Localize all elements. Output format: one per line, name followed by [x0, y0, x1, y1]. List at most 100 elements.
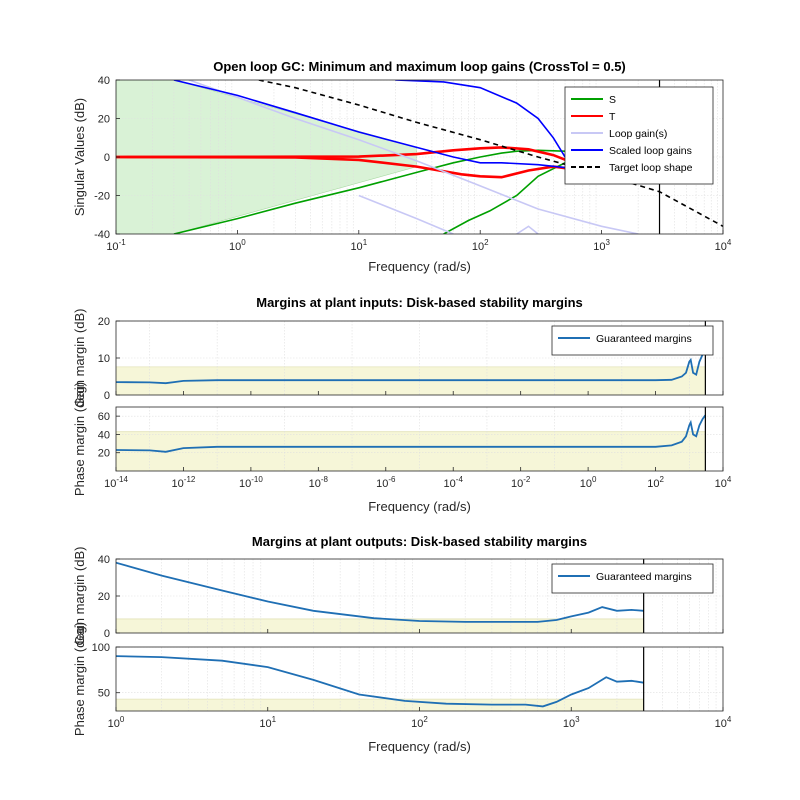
y-tick-label: 100	[92, 642, 110, 654]
x-tick-base: 10	[715, 718, 727, 730]
guaranteed-margins-line	[116, 561, 644, 623]
series-line	[358, 194, 454, 234]
x-tick-label: 10-2	[511, 475, 531, 490]
x-tick-base: 10	[309, 478, 321, 490]
x-tick-label: 103	[563, 715, 580, 730]
y-tick-label: 20	[98, 316, 110, 328]
x-axis-label: Frequency (rad/s)	[368, 259, 471, 274]
x-tick-base: 10	[350, 241, 362, 253]
x-tick-label: 10-14	[104, 475, 128, 490]
x-tick-exponent: 2	[659, 475, 664, 484]
x-tick-exponent: 1	[363, 238, 368, 247]
chart-title: Open loop GC: Minimum and maximum loop g…	[213, 59, 626, 74]
y-tick-label: 20	[98, 448, 110, 460]
x-tick-label: 104	[715, 475, 732, 490]
y-tick-label: 0	[104, 628, 110, 640]
phase-margin-panel: 10-14 10-12 10-10 10-8 10-6 10-4 10-2 100 102 104…	[72, 382, 732, 496]
x-tick-label: 102	[472, 238, 489, 253]
x-tick-exponent: 4	[727, 475, 732, 484]
x-tick-base: 10	[259, 718, 271, 730]
x-tick-label: 103	[593, 238, 610, 253]
x-tick-label: 10-12	[172, 475, 196, 490]
x-tick-label: 100	[229, 238, 246, 253]
guaranteed-margins-line	[116, 350, 707, 385]
y-axis-label: Gain margin (dB)	[72, 309, 87, 408]
legend-box	[551, 325, 714, 356]
required-margin-band	[116, 699, 644, 711]
x-tick-base: 10	[647, 478, 659, 490]
x-tick-base: 10	[715, 241, 727, 253]
y-tick-label: 0	[104, 152, 110, 164]
x-tick-exponent: 1	[272, 715, 277, 724]
y-tick-label: 40	[98, 429, 110, 441]
x-tick-label: 104	[715, 238, 732, 253]
gain-margin-panel: 0 10 20 Gain margin (dB) Guaranteed margins	[72, 309, 724, 408]
chart-title: Margins at plant outputs: Disk-based sta…	[252, 534, 587, 549]
x-tick-exponent: -10	[251, 475, 263, 484]
series-line	[516, 225, 539, 234]
x-tick-exponent: -2	[523, 475, 531, 484]
x-tick-base: 10	[444, 478, 456, 490]
x-tick-label: 101	[259, 715, 276, 730]
legend-label: S	[609, 94, 616, 106]
x-tick-exponent: -12	[184, 475, 196, 484]
legend-box	[551, 563, 714, 594]
series-line	[188, 80, 639, 234]
y-tick-label: 50	[98, 688, 110, 700]
y-axis-label: Phase margin (deg)	[72, 382, 87, 496]
x-tick-base: 10	[593, 241, 605, 253]
legend-label: Guaranteed margins	[596, 571, 692, 583]
x-tick-label: 10-1	[106, 238, 126, 253]
legend-label: T	[609, 111, 616, 123]
x-tick-label: 104	[715, 715, 732, 730]
x-tick-base: 10	[239, 478, 251, 490]
x-tick-base: 10	[715, 478, 727, 490]
x-tick-base: 10	[472, 241, 484, 253]
plot-content	[116, 407, 723, 471]
x-tick-base: 10	[563, 718, 575, 730]
x-tick-exponent: -1	[119, 238, 127, 247]
chart-title: Margins at plant inputs: Disk-based stab…	[256, 295, 583, 310]
x-tick-base: 10	[376, 478, 388, 490]
x-tick-base: 10	[172, 478, 184, 490]
y-tick-label: 20	[98, 591, 110, 603]
plot-content	[116, 321, 723, 395]
x-tick-exponent: 0	[120, 715, 125, 724]
guaranteed-margins-line	[116, 655, 644, 708]
series-target-loop-shape	[258, 80, 723, 228]
x-tick-exponent: 0	[592, 475, 597, 484]
x-tick-label: 10-6	[376, 475, 396, 490]
x-tick-label: 101	[350, 238, 367, 253]
series-line	[258, 80, 723, 228]
legend-label: Target loop shape	[609, 162, 693, 174]
guaranteed-margins-line	[116, 414, 707, 453]
y-axis-label: Phase margin (deg)	[72, 622, 87, 736]
legend-label: Scaled loop gains	[609, 145, 692, 157]
x-tick-exponent: -8	[321, 475, 329, 484]
plot-content	[116, 647, 723, 711]
gain-margin-panel: 0 20 40 Gain margin (dB) Guaranteed margins	[72, 547, 724, 645]
y-tick-label: 40	[98, 75, 110, 87]
x-tick-exponent: -4	[456, 475, 464, 484]
x-tick-label: 10-10	[239, 475, 263, 490]
x-tick-base: 10	[411, 718, 423, 730]
x-tick-exponent: 0	[241, 238, 246, 247]
x-tick-exponent: 4	[727, 715, 732, 724]
x-axis-label: Frequency (rad/s)	[368, 739, 471, 754]
x-tick-exponent: 2	[423, 715, 428, 724]
x-tick-base: 10	[104, 478, 116, 490]
x-tick-label: 102	[411, 715, 428, 730]
x-tick-base: 10	[108, 718, 120, 730]
plot-frame	[115, 406, 724, 472]
x-tick-exponent: 3	[575, 715, 580, 724]
y-tick-label: -20	[94, 191, 110, 203]
x-tick-base: 10	[511, 478, 523, 490]
x-tick-exponent: 2	[484, 238, 489, 247]
y-tick-label: -40	[94, 229, 110, 241]
legend-label: Loop gain(s)	[609, 128, 667, 140]
